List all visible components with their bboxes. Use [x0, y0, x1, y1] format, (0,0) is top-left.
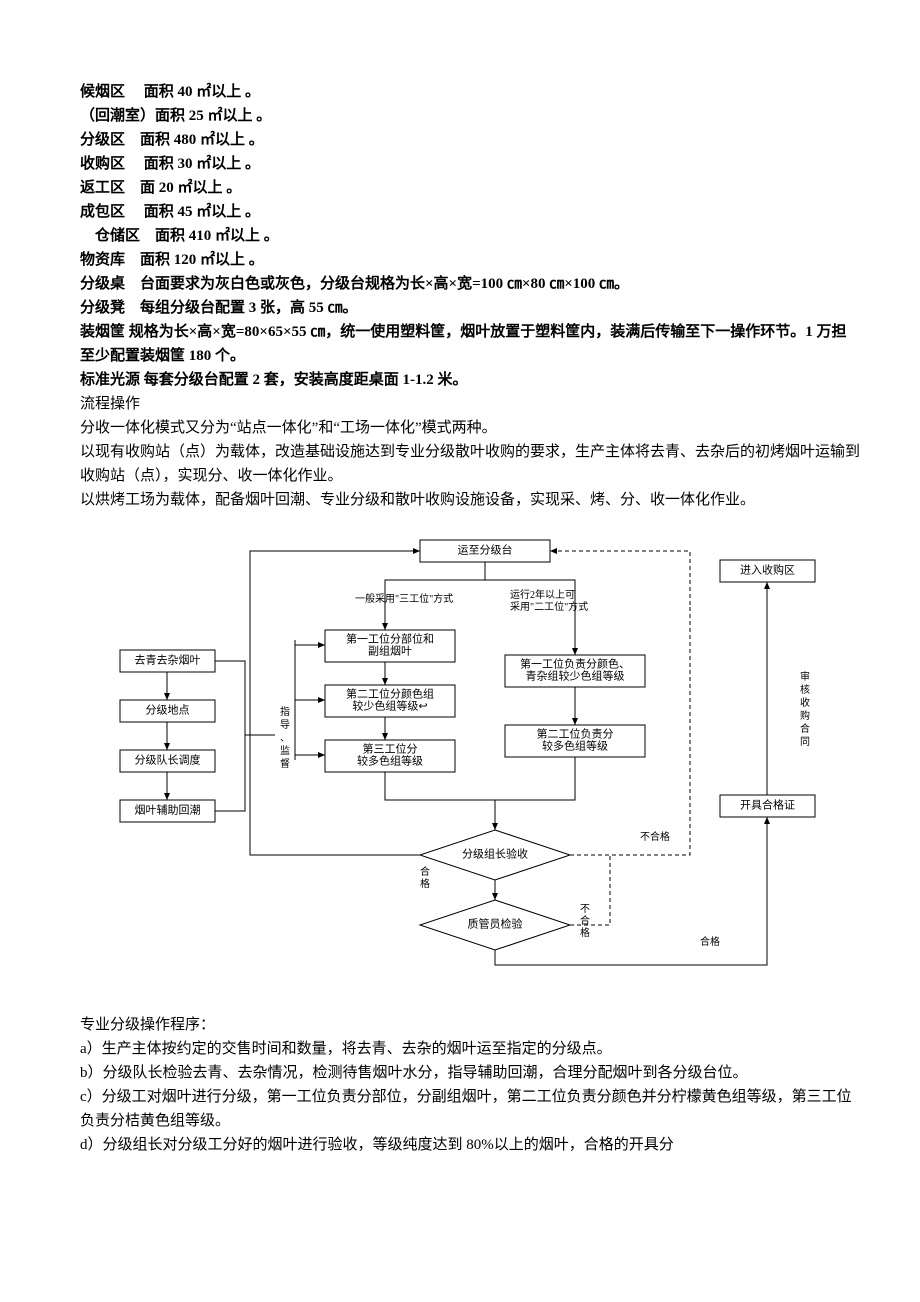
svg-text:第三工位分: 第三工位分 — [363, 742, 418, 756]
text-line: 以烘烤工场为载体，配备烟叶回潮、专业分级和散叶收购设施设备，实现采、烤、分、收一… — [80, 488, 860, 512]
svg-text:第一工位分部位和: 第一工位分部位和 — [346, 632, 434, 646]
svg-text:副组烟叶: 副组烟叶 — [368, 644, 412, 658]
svg-text:运至分级台: 运至分级台 — [458, 543, 513, 557]
svg-text:分级地点: 分级地点 — [146, 704, 190, 717]
text-line: 流程操作 — [80, 392, 860, 416]
svg-text:较多色组等级: 较多色组等级 — [357, 754, 423, 768]
svg-text:指: 指 — [280, 705, 290, 718]
specifications-block: 候烟区 面积 40 ㎡以上 。（回潮室）面积 25 ㎡以上 。分级区 面积 48… — [80, 80, 860, 512]
svg-text:不合格: 不合格 — [640, 830, 670, 843]
svg-text:第二工位负责分: 第二工位负责分 — [537, 727, 614, 741]
svg-text:青杂组较少色组等级: 青杂组较少色组等级 — [526, 669, 625, 683]
text-line: 物资库 面积 120 ㎡以上 。 — [80, 248, 860, 272]
text-line: 收购区 面积 30 ㎡以上 。 — [80, 152, 860, 176]
text-line: 专业分级操作程序： — [80, 1013, 860, 1037]
text-line: 装烟筐 规格为长×高×宽=80×65×55 ㎝，统一使用塑料筐，烟叶放置于塑料筐… — [80, 320, 860, 368]
text-line: 返工区 面 20 ㎡以上 。 — [80, 176, 860, 200]
text-line: a）生产主体按约定的交售时间和数量，将去青、去杂的烟叶运至指定的分级点。 — [80, 1037, 860, 1061]
svg-text:、: 、 — [280, 733, 290, 744]
svg-text:第二工位分颜色组: 第二工位分颜色组 — [346, 687, 434, 701]
text-line: 成包区 面积 45 ㎡以上 。 — [80, 200, 860, 224]
svg-text:进入收购区: 进入收购区 — [740, 563, 795, 577]
svg-text:督: 督 — [280, 757, 290, 770]
svg-text:导: 导 — [280, 719, 290, 731]
svg-text:格: 格 — [420, 877, 430, 890]
svg-text:合: 合 — [420, 865, 430, 878]
text-line: d）分级组长对分级工分好的烟叶进行验收，等级纯度达到 80%以上的烟叶，合格的开… — [80, 1133, 860, 1157]
text-line: 分级凳 每组分级台配置 3 张，高 55 ㎝。 — [80, 296, 860, 320]
text-line: （回潮室）面积 25 ㎡以上 。 — [80, 104, 860, 128]
text-line: 标准光源 每套分级台配置 2 套，安装高度距桌面 1-1.2 米。 — [80, 368, 860, 392]
text-line: 以现有收购站（点）为载体，改造基础设施达到专业分级散叶收购的要求，生产主体将去青… — [80, 440, 860, 488]
svg-text:较多色组等级: 较多色组等级 — [542, 739, 608, 753]
text-line: 候烟区 面积 40 ㎡以上 。 — [80, 80, 860, 104]
svg-text:合: 合 — [800, 722, 810, 735]
procedure-block: 专业分级操作程序：a）生产主体按约定的交售时间和数量，将去青、去杂的烟叶运至指定… — [80, 1013, 860, 1157]
svg-text:分级队长调度: 分级队长调度 — [135, 753, 201, 767]
text-line: b）分级队长检验去青、去杂情况，检测待售烟叶水分，指导辅助回潮，合理分配烟叶到各… — [80, 1061, 860, 1085]
svg-text:同: 同 — [800, 736, 810, 748]
text-line: 仓储区 面积 410 ㎡以上 。 — [80, 224, 860, 248]
svg-text:运行2年以上可: 运行2年以上可 — [510, 588, 575, 601]
svg-text:格: 格 — [580, 926, 590, 939]
svg-text:采用"二工位"方式: 采用"二工位"方式 — [510, 600, 588, 613]
svg-text:合格: 合格 — [700, 935, 720, 948]
text-line: 分级区 面积 480 ㎡以上 。 — [80, 128, 860, 152]
svg-text:去青去杂烟叶: 去青去杂烟叶 — [135, 653, 201, 667]
svg-text:开具合格证: 开具合格证 — [740, 798, 795, 812]
flowchart-svg: 运至分级台去青去杂烟叶分级地点分级队长调度烟叶辅助回潮 第一工位分部位和副组烟叶第… — [110, 530, 830, 980]
svg-text:监: 监 — [280, 744, 290, 757]
svg-text:分级组长验收: 分级组长验收 — [462, 847, 528, 861]
text-line: 分收一体化模式又分为“站点一体化”和“工场一体化”模式两种。 — [80, 416, 860, 440]
svg-text:合: 合 — [580, 914, 590, 927]
svg-text:烟叶辅助回潮: 烟叶辅助回潮 — [135, 803, 201, 817]
svg-text:不: 不 — [580, 904, 590, 915]
svg-text:购: 购 — [800, 709, 810, 722]
svg-text:较少色组等级↩: 较少色组等级↩ — [352, 699, 427, 713]
svg-text:第一工位负责分颜色、: 第一工位负责分颜色、 — [520, 657, 630, 671]
text-line: 分级桌 台面要求为灰白色或灰色，分级台规格为长×高×宽=100 ㎝×80 ㎝×1… — [80, 272, 860, 296]
svg-text:审: 审 — [800, 670, 810, 683]
svg-text:收: 收 — [800, 696, 810, 709]
svg-text:一般采用"三工位"方式: 一般采用"三工位"方式 — [355, 592, 453, 605]
text-line: c）分级工对烟叶进行分级，第一工位负责分部位，分副组烟叶，第二工位负责分颜色并分… — [80, 1085, 860, 1133]
flowchart-figure: 运至分级台去青去杂烟叶分级地点分级队长调度烟叶辅助回潮 第一工位分部位和副组烟叶第… — [110, 530, 830, 988]
svg-text:质管员检验: 质管员检验 — [468, 917, 523, 931]
svg-text:核: 核 — [800, 683, 810, 696]
